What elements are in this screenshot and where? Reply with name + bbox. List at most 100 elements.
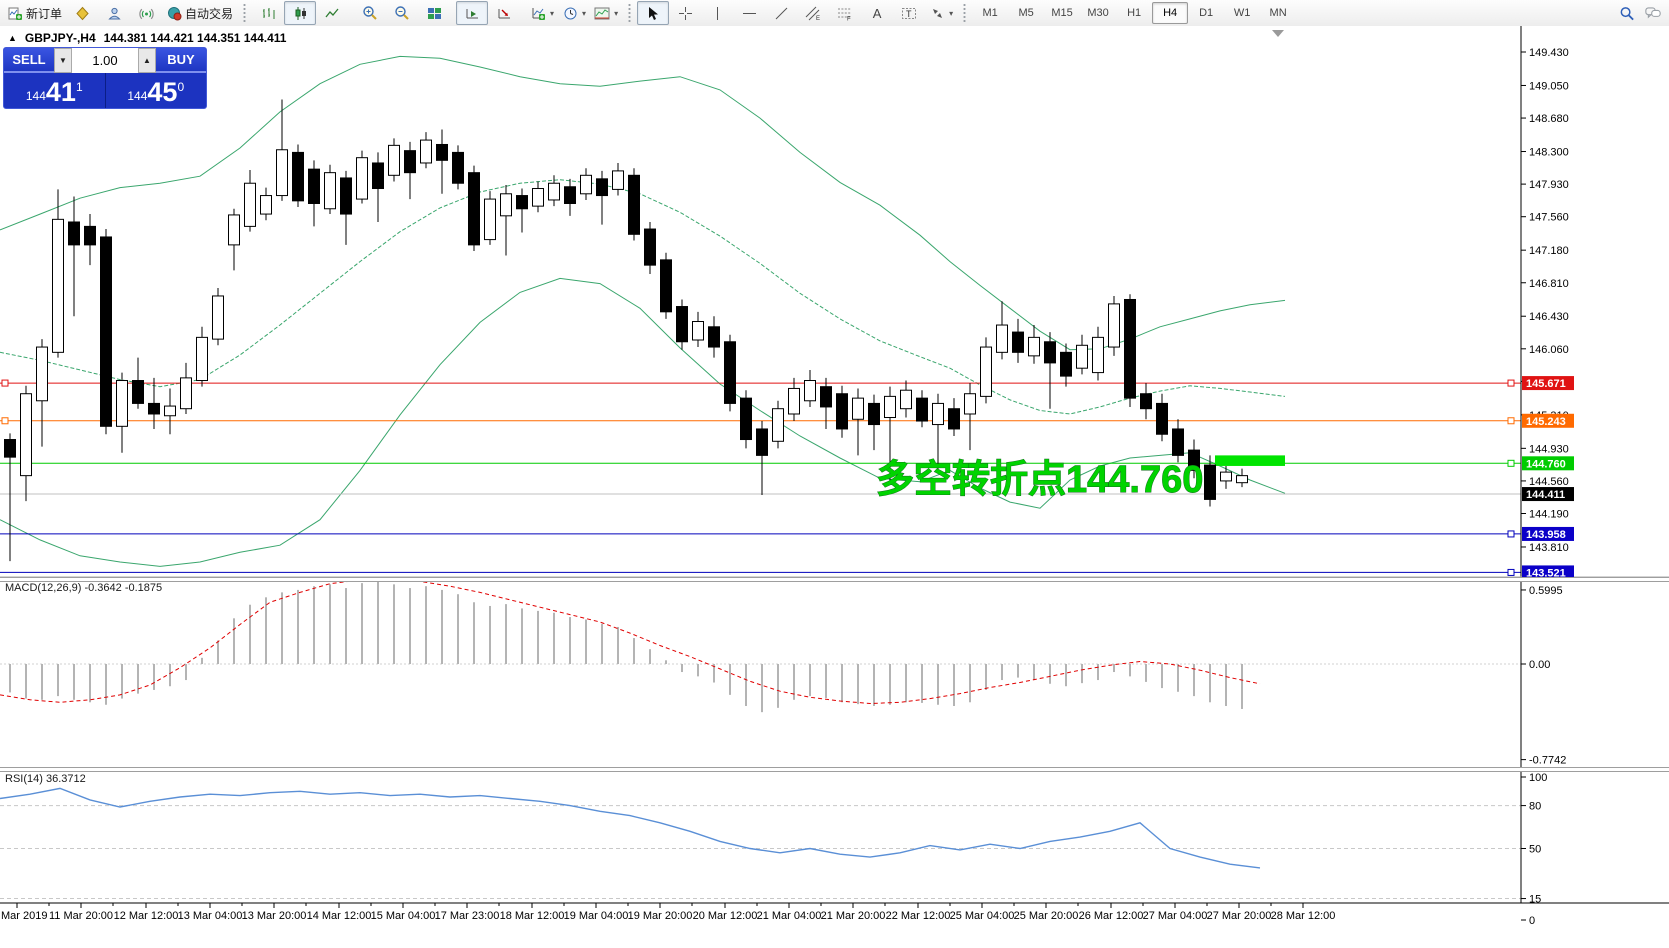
tf-mn-button[interactable]: MN (1269, 7, 1287, 19)
candle-bear (404, 150, 416, 174)
macd-tick-label: -0.7742 (1529, 755, 1566, 767)
tile-windows-icon (426, 5, 442, 21)
tf-w1-button[interactable]: W1 (1233, 7, 1251, 19)
text-button[interactable]: A (861, 1, 893, 25)
chart-candles-button[interactable] (284, 1, 317, 25)
toolbar-drag-handle-2[interactable] (627, 4, 633, 22)
periods-caret-icon: ▾ (582, 8, 587, 18)
time-tick-label: 11 Mar 20:00 (49, 910, 113, 922)
price-badge (1522, 487, 1574, 502)
candle-bull (900, 389, 912, 410)
fibonacci-button[interactable]: F (829, 1, 861, 25)
templates-button[interactable]: ▾ (590, 1, 622, 25)
candle-bear (596, 178, 608, 197)
cursor-button[interactable] (637, 1, 670, 25)
zoom-out-button[interactable] (386, 1, 418, 25)
candle-bear (1172, 428, 1184, 456)
toolbar-drag-handle-3[interactable] (962, 4, 968, 22)
candle-bull (852, 397, 864, 420)
signals-button[interactable] (130, 1, 162, 25)
buy-button[interactable]: BUY (156, 48, 206, 73)
scroll-to-end-button[interactable] (456, 1, 489, 25)
price-axis[interactable] (1521, 26, 1669, 929)
candle-bear (68, 221, 80, 246)
fibonacci-icon: F (837, 5, 853, 21)
svg-text:E: E (816, 16, 820, 21)
chart-area[interactable]: 多空转折点144.760 149.430 149.050 148.680 148.300… (0, 26, 1669, 948)
chart-annotation-text: 多空转折点144.760 (876, 459, 1203, 501)
chart-bars-button[interactable] (252, 1, 284, 25)
new-order-label: 新订单 (26, 6, 63, 21)
candle-bear (4, 439, 16, 458)
time-tick-label: 17 Mar 23:00 (435, 910, 500, 922)
channel-button[interactable]: E (797, 1, 829, 25)
autotrading-button[interactable]: 自动交易 (162, 1, 237, 25)
tf-d1-button[interactable]: D1 (1199, 7, 1214, 19)
tf-m5-button[interactable]: M5 (1018, 7, 1034, 19)
candle-bull (1220, 471, 1232, 482)
crosshair-icon (677, 5, 693, 21)
price-badge-label: 143.521 (1526, 567, 1566, 579)
tf-h1-button[interactable]: H1 (1127, 7, 1142, 19)
collapse-icon[interactable]: ▲ (8, 33, 17, 43)
arrows-button[interactable]: ▾ (925, 1, 957, 25)
tf-h4-button[interactable]: H4 (1152, 2, 1189, 24)
main-toolbar: 新订单 自动交易 (0, 0, 1669, 27)
text-label-button[interactable]: T (893, 1, 925, 25)
vertical-line-button[interactable] (701, 1, 733, 25)
volume-input[interactable]: 1.00 (72, 48, 138, 73)
tf-m1-button[interactable]: M1 (982, 7, 998, 19)
candle-bull (788, 387, 800, 415)
volume-decrease-button[interactable]: ▼ (54, 48, 72, 73)
volume-increase-button[interactable]: ▲ (138, 48, 156, 73)
candle-bear (372, 162, 384, 190)
tile-windows-button[interactable] (418, 1, 450, 25)
candle-bull (580, 174, 592, 195)
price-tick-label: 144.560 (1529, 476, 1569, 488)
horizontal-line-button[interactable] (733, 1, 765, 25)
chart-line-button[interactable] (316, 1, 348, 25)
macd-pane-separator[interactable] (0, 577, 1669, 582)
candle-bear (756, 428, 768, 456)
toolbar-drag-handle[interactable] (242, 4, 248, 22)
tf-m15-button[interactable]: M15 (1051, 7, 1073, 19)
new-order-button[interactable]: 新订单 (3, 1, 66, 25)
chart-canvas[interactable]: 多空转折点144.760 149.430 149.050 148.680 148.300… (0, 26, 1669, 948)
buy-price[interactable]: 144 45 0 (106, 73, 207, 108)
bollinger-upper-band (0, 55, 1286, 351)
svg-text:F: F (847, 16, 851, 21)
search-icon[interactable] (1619, 5, 1635, 21)
candle-bull (1076, 344, 1088, 369)
time-tick-label: 11 Mar 2019 (0, 910, 47, 922)
chart-header: ▲ GBPJPY-,H4 144.381 144.421 144.351 144… (8, 31, 286, 45)
price-tick-label: 149.050 (1529, 80, 1569, 92)
chart-symbol-title: GBPJPY-,H4 (24, 31, 96, 45)
hline-anchor (1507, 530, 1515, 538)
periods-button[interactable]: ▾ (558, 1, 590, 25)
candle-bull (36, 346, 48, 402)
chat-icon[interactable] (1645, 5, 1661, 21)
rsi-pane-separator[interactable] (0, 767, 1669, 772)
profile-button[interactable] (98, 1, 130, 25)
indicators-button[interactable]: ▾ (526, 1, 558, 25)
right-offset-marker (1272, 30, 1284, 37)
price-divider (104, 73, 106, 108)
crosshair-button[interactable] (669, 1, 701, 25)
market-watch-button[interactable] (66, 1, 98, 25)
bollinger-lower-band (0, 277, 1286, 567)
time-tick-label: 22 Mar 12:00 (886, 910, 951, 922)
candle-bull (996, 324, 1008, 353)
time-axis[interactable] (0, 929, 1669, 948)
chart-shift-button[interactable] (488, 1, 520, 25)
candle-bull (20, 393, 32, 477)
rsi-tick-label: 15 (1529, 894, 1541, 906)
zoom-in-button[interactable] (354, 1, 386, 25)
candle-bear (628, 174, 640, 235)
tf-m30-button[interactable]: M30 (1087, 7, 1109, 19)
trendline-button[interactable] (765, 1, 797, 25)
rsi-tick-label: 50 (1529, 844, 1541, 856)
sell-button[interactable]: SELL (4, 48, 54, 73)
sell-price[interactable]: 144 41 1 (4, 73, 105, 108)
time-tick-label: 28 Mar 12:00 (1271, 910, 1336, 922)
autotrading-icon (166, 5, 182, 21)
